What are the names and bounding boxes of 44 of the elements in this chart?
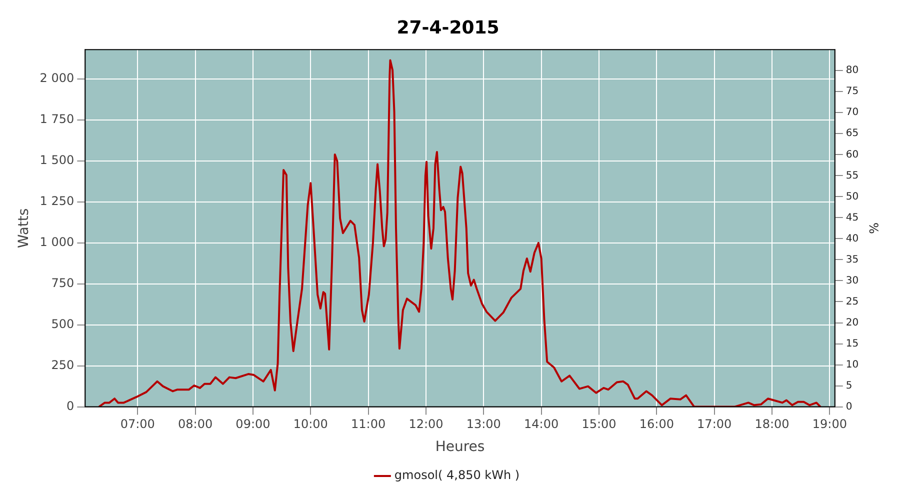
y2-tick-label: 10 (846, 359, 859, 370)
chart-title: 27-4-2015 (396, 17, 500, 38)
y2-tick-label: 45 (846, 212, 859, 224)
x-tick-label: 17:00 (697, 417, 732, 432)
y2-tick-label: 75 (846, 86, 859, 98)
y2-tick-label: 55 (846, 170, 859, 182)
y2-tick-label: 60 (846, 149, 859, 160)
x-axis-title: Heures (435, 439, 485, 456)
y2-tick-label: 35 (846, 254, 859, 266)
y2-tick-label: 0 (846, 401, 852, 412)
y2-tick-label: 30 (846, 275, 859, 286)
x-tick-label: 11:00 (351, 417, 386, 432)
y-axis-title: Watts (16, 208, 32, 248)
legend-label: gmosol( 4,850 kWh ) (394, 468, 520, 482)
x-tick-label: 19:00 (812, 417, 847, 432)
y2-tick-label: 25 (846, 296, 859, 308)
y2-tick-label: 70 (846, 107, 859, 118)
y2-axis-title: % (866, 222, 881, 234)
y-tick-label: 1 250 (40, 194, 74, 208)
x-tick-label: 07:00 (120, 417, 155, 432)
x-tick-label: 08:00 (178, 417, 213, 432)
y-tick-label: 1 000 (40, 235, 74, 250)
y2-tick-label: 50 (846, 191, 859, 202)
y2-tick-label: 5 (846, 380, 852, 392)
y2-tick-label: 15 (846, 338, 859, 350)
y-tick-label: 1 750 (40, 112, 74, 126)
y2-tick-label: 40 (846, 233, 859, 244)
y2-tick-label: 20 (846, 317, 859, 328)
x-tick-label: 09:00 (236, 417, 270, 432)
x-tick-label: 15:00 (582, 417, 616, 432)
x-tick-label: 12:00 (408, 417, 444, 432)
y-tick-label: 1 500 (40, 153, 74, 168)
y-tick-label: 750 (51, 276, 74, 290)
y2-tick-label: 65 (846, 128, 859, 140)
x-tick-label: 14:00 (524, 417, 559, 432)
x-tick-label: 13:00 (466, 417, 501, 432)
y-tick-label: 2 000 (40, 71, 74, 86)
x-tick-label: 16:00 (639, 417, 674, 432)
y-tick-label: 250 (51, 358, 74, 372)
x-tick-label: 10:00 (293, 417, 328, 432)
y2-tick-label: 80 (846, 65, 859, 76)
x-tick-label: 18:00 (754, 417, 790, 432)
y-tick-label: 0 (66, 398, 74, 413)
y-tick-label: 500 (51, 317, 74, 331)
